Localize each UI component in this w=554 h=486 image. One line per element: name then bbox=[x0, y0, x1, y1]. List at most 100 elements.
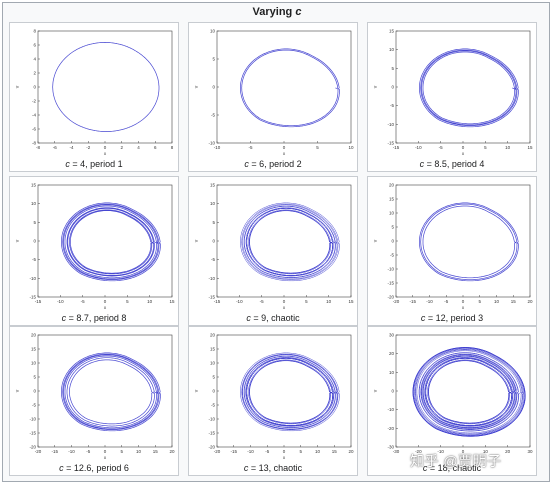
phase-plot: -15 -10 -5 0 5 10 15 -15 -10 -5 0 5 10 15 x Y bbox=[15, 183, 175, 311]
x-tick-label: 10 bbox=[147, 299, 153, 304]
y-tick-label: -10 bbox=[387, 407, 394, 412]
x-tick-label: 0 bbox=[104, 449, 107, 454]
caption-text: = 12.6, period 6 bbox=[63, 463, 129, 473]
y-tick-label: 15 bbox=[31, 183, 37, 188]
y-tick-label: 0 bbox=[212, 389, 215, 394]
x-tick-label: 20 bbox=[169, 449, 175, 454]
y-tick-label: 2 bbox=[33, 71, 36, 76]
phase-plot: -30 -20 -10 0 10 20 30 -30 -20 -10 0 10 20 30 x Y bbox=[373, 333, 533, 461]
x-tick-label: -15 bbox=[35, 299, 42, 304]
y-tick-label: 10 bbox=[31, 361, 37, 366]
attractor-curve bbox=[419, 202, 519, 282]
attractor-curve bbox=[61, 202, 161, 282]
y-tick-label: 20 bbox=[389, 183, 395, 188]
caption-text: = 9, chaotic bbox=[250, 313, 300, 323]
phase-plot: -20 -15 -10 -5 0 5 10 15 20 -20 -15 -10 -5 0 5 10 15 20 x Y bbox=[373, 183, 533, 311]
y-axis-label: Y bbox=[194, 239, 199, 242]
y-tick-label: 5 bbox=[212, 220, 215, 225]
y-tick-label: 0 bbox=[33, 85, 36, 90]
y-tick-label: 5 bbox=[212, 375, 215, 380]
y-tick-label: -5 bbox=[211, 113, 215, 118]
x-tick-label: 6 bbox=[154, 145, 157, 150]
x-tick-label: 15 bbox=[332, 449, 338, 454]
watermark: 知乎 @贾明子 bbox=[410, 453, 502, 469]
x-tick-label: -8 bbox=[36, 145, 40, 150]
y-tick-label: 5 bbox=[33, 375, 36, 380]
x-tick-label: -15 bbox=[51, 449, 58, 454]
y-tick-label: 10 bbox=[31, 201, 37, 206]
y-tick-label: 15 bbox=[389, 197, 395, 202]
y-tick-label: 4 bbox=[33, 57, 36, 62]
y-tick-label: 20 bbox=[210, 333, 216, 338]
x-tick-label: -15 bbox=[230, 449, 237, 454]
x-tick-label: 10 bbox=[326, 299, 332, 304]
x-axis-label: x bbox=[283, 305, 286, 310]
y-tick-label: -15 bbox=[208, 431, 215, 436]
y-tick-label: -20 bbox=[208, 445, 215, 450]
y-tick-label: -15 bbox=[387, 281, 394, 286]
y-tick-label: 15 bbox=[31, 347, 37, 352]
y-tick-label: 15 bbox=[210, 347, 216, 352]
x-tick-label: -4 bbox=[69, 145, 73, 150]
x-tick-label: -10 bbox=[214, 145, 221, 150]
caption-variable: c bbox=[243, 463, 249, 473]
plot-frame bbox=[395, 184, 531, 298]
chart-caption-7: c = 12.6, period 6 bbox=[9, 463, 179, 473]
x-tick-label: -6 bbox=[53, 145, 57, 150]
y-tick-label: 0 bbox=[391, 389, 394, 394]
x-tick-label: -10 bbox=[247, 449, 254, 454]
attractor-curve bbox=[412, 347, 526, 437]
x-axis-label: x bbox=[283, 455, 286, 460]
y-tick-label: -5 bbox=[390, 253, 394, 258]
phase-plot: -8 -6 -4 -2 0 2 4 6 8 -8 -6 -4 -2 0 2 4 6 8 x Y bbox=[15, 29, 174, 157]
y-tick-label: 20 bbox=[31, 333, 37, 338]
y-tick-label: 0 bbox=[33, 389, 36, 394]
y-tick-label: -10 bbox=[29, 276, 36, 281]
x-tick-label: 5 bbox=[484, 145, 487, 150]
x-tick-label: 5 bbox=[120, 449, 123, 454]
x-tick-label: -15 bbox=[409, 299, 416, 304]
y-tick-label: -5 bbox=[390, 103, 394, 108]
y-tick-label: -2 bbox=[32, 99, 36, 104]
y-axis-label: Y bbox=[15, 389, 20, 392]
y-tick-label: -4 bbox=[32, 113, 36, 118]
y-axis-label: Y bbox=[15, 85, 20, 88]
y-tick-label: -5 bbox=[211, 257, 215, 262]
caption-text: = 18, chaotic bbox=[427, 463, 482, 473]
y-tick-label: -10 bbox=[208, 276, 215, 281]
y-tick-label: 10 bbox=[210, 361, 216, 366]
plot-frame bbox=[216, 184, 352, 298]
y-tick-label: -30 bbox=[387, 445, 394, 450]
x-tick-label: 5 bbox=[299, 449, 302, 454]
x-tick-label: 5 bbox=[126, 299, 129, 304]
x-tick-label: 0 bbox=[283, 449, 286, 454]
y-tick-label: 20 bbox=[389, 351, 395, 356]
y-tick-label: -20 bbox=[387, 295, 394, 300]
x-tick-label: 5 bbox=[478, 299, 481, 304]
x-axis-label: x bbox=[104, 455, 107, 460]
x-tick-label: 0 bbox=[462, 145, 465, 150]
y-tick-label: 0 bbox=[212, 239, 215, 244]
caption-variable: c bbox=[244, 159, 249, 169]
chart-caption-6: c = 12, period 3 bbox=[367, 313, 537, 323]
y-tick-label: -5 bbox=[32, 403, 36, 408]
y-tick-label: -10 bbox=[208, 141, 215, 146]
chart-caption-8: c = 13, chaotic bbox=[188, 463, 358, 473]
caption-text: = 4, period 1 bbox=[69, 159, 123, 169]
chart-caption-2: c = 6, period 2 bbox=[188, 159, 358, 169]
y-tick-label: 10 bbox=[389, 370, 395, 375]
y-tick-label: -5 bbox=[211, 403, 215, 408]
y-tick-label: 5 bbox=[391, 66, 394, 71]
chart-caption-3: c = 8.5, period 4 bbox=[367, 159, 537, 169]
chart-caption-4: c = 8.7, period 8 bbox=[9, 313, 179, 323]
x-tick-label: 5 bbox=[305, 299, 308, 304]
x-tick-label: -20 bbox=[393, 299, 400, 304]
y-axis-label: Y bbox=[15, 239, 20, 242]
attractor-curve bbox=[61, 352, 161, 432]
x-tick-label: 10 bbox=[348, 145, 354, 150]
y-tick-label: -15 bbox=[29, 295, 36, 300]
y-tick-label: -15 bbox=[387, 141, 394, 146]
attractor-curve bbox=[419, 48, 519, 128]
y-tick-label: 10 bbox=[210, 201, 216, 206]
x-tick-label: -10 bbox=[68, 449, 75, 454]
